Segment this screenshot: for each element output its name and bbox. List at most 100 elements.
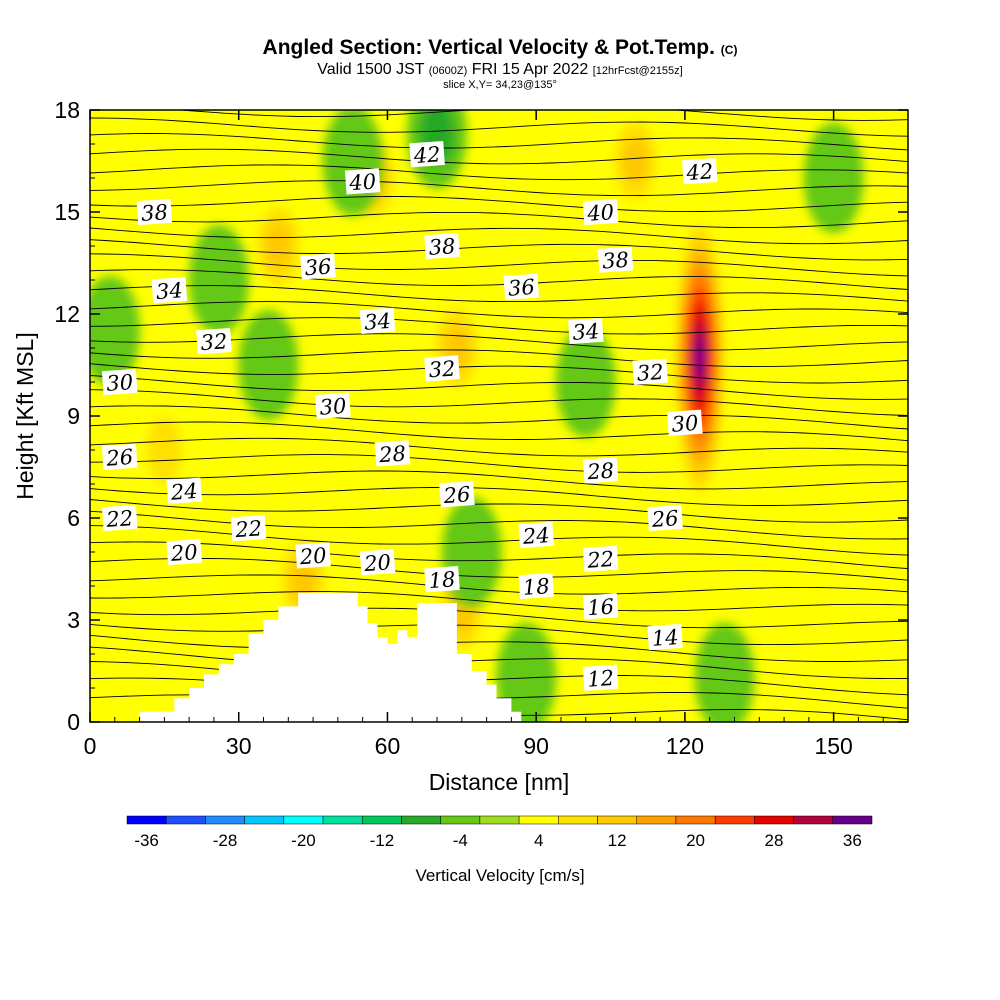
- chart-title-block: Angled Section: Vertical Velocity & Pot.…: [0, 36, 1000, 92]
- theta-label-background: [424, 232, 460, 260]
- theta-contour-line: [90, 646, 908, 680]
- theta-contour-line: [90, 269, 908, 290]
- colorbar-swatch: [165, 815, 206, 825]
- theta-label-text: 26: [650, 506, 679, 532]
- theta-label-42: 42: [409, 141, 445, 168]
- valid-time: Valid 1500 JST (0600Z) FRI 15 Apr 2022 […: [0, 62, 1000, 79]
- colorbar-swatch: [558, 815, 598, 825]
- velocity-band: [146, 417, 183, 483]
- theta-label-16: 16: [582, 593, 619, 620]
- theta-label-28: 28: [582, 457, 619, 484]
- theta-label-background: [374, 440, 411, 467]
- theta-label-text: 26: [442, 482, 471, 508]
- velocity-band: [694, 622, 755, 722]
- plot-background: [90, 110, 908, 722]
- y-tick-label: 6: [67, 505, 80, 531]
- theta-label-34: 34: [151, 277, 188, 304]
- theta-contour-line: [90, 148, 908, 165]
- y-tick-label: 9: [67, 403, 80, 429]
- theta-contour-line: [90, 239, 908, 261]
- theta-contour-line: [90, 363, 908, 384]
- theta-contour-line: [90, 196, 908, 213]
- plot-area: 42 42 40 40 38 38 38 36 36 34 34 34 32 32 32 30 30 30 28 28…: [90, 110, 908, 722]
- velocity-feature-downdraft-14: [90, 276, 140, 386]
- valid-time-text: Valid 1500 JST: [317, 61, 425, 78]
- colorbar-tick-label: 12: [608, 831, 627, 850]
- colorbar-swatch: [518, 815, 559, 825]
- theta-label-background: [582, 664, 619, 691]
- theta-contour-line: [90, 253, 908, 277]
- theta-label-18: 18: [518, 572, 554, 600]
- theta-label-background: [300, 253, 336, 280]
- theta-label-text: 36: [304, 254, 332, 280]
- theta-label-38: 38: [136, 198, 173, 226]
- theta-label-text: 18: [428, 567, 456, 593]
- theta-label-background: [568, 317, 604, 345]
- velocity-feature-downdraft-8: [555, 327, 616, 437]
- theta-label-text: 20: [169, 540, 198, 566]
- theta-label-text: 36: [507, 275, 535, 301]
- theta-label-background: [503, 273, 540, 300]
- velocity-band: [555, 327, 616, 437]
- theta-label-text: 38: [428, 234, 456, 260]
- theta-contour-line: [90, 634, 908, 662]
- x-tick-label: 30: [226, 733, 252, 759]
- theta-label-background: [667, 409, 703, 436]
- velocity-band: [90, 276, 140, 386]
- forecast-info: [12hrFcst@2155z]: [592, 65, 683, 77]
- vertical-velocity-field: [90, 110, 864, 722]
- theta-label-background: [632, 358, 668, 385]
- theta-label-30: 30: [667, 409, 703, 437]
- theta-contour-line: [90, 164, 908, 181]
- copyright-mark: (C): [720, 43, 738, 57]
- y-axis-label: Height [Kft MSL]: [12, 332, 38, 499]
- velocity-band: [803, 123, 864, 233]
- chart-title-text: Angled Section: Vertical Velocity & Pot.…: [262, 36, 715, 59]
- theta-contour-line: [90, 454, 908, 473]
- theta-label-background: [344, 168, 381, 195]
- theta-label-background: [582, 198, 619, 226]
- theta-contour-line: [90, 525, 908, 556]
- theta-label-text: 28: [586, 458, 615, 484]
- theta-label-background: [409, 141, 445, 168]
- velocity-feature-downdraft-9: [694, 622, 755, 722]
- colorbar-swatch: [597, 815, 637, 825]
- theta-label-20: 20: [166, 538, 202, 566]
- theta-label-26: 26: [439, 481, 475, 508]
- x-tick-label: 0: [84, 733, 97, 759]
- theta-label-20: 20: [295, 542, 331, 569]
- theta-label-26: 26: [647, 504, 683, 532]
- colorbar-swatch: [636, 815, 677, 825]
- theta-contour-line: [90, 574, 908, 595]
- theta-label-14: 14: [647, 623, 683, 651]
- theta-label-background: [136, 198, 173, 226]
- colorbar-swatch: [322, 815, 363, 825]
- colorbar-swatch: [126, 815, 167, 825]
- theta-label-background: [359, 549, 396, 576]
- theta-label-32: 32: [424, 355, 460, 382]
- theta-label-text: 34: [155, 278, 183, 304]
- theta-label-text: 38: [140, 200, 168, 226]
- velocity-band: [265, 222, 292, 270]
- colorbar-tick-label: -20: [291, 831, 316, 850]
- theta-label-background: [597, 246, 634, 273]
- theta-contour-line: [90, 349, 908, 368]
- theta-label-text: 32: [428, 356, 456, 382]
- theta-label-12: 12: [582, 664, 619, 692]
- theta-label-22: 22: [582, 545, 619, 573]
- colorbar-swatch: [675, 815, 716, 825]
- theta-contours: [90, 110, 908, 721]
- colorbar-tick-label: -36: [134, 831, 159, 850]
- theta-label-background: [196, 328, 232, 355]
- theta-contour-line: [90, 301, 908, 319]
- theta-label-background: [647, 504, 683, 532]
- theta-label-background: [424, 566, 460, 593]
- velocity-band: [188, 225, 249, 335]
- theta-label-34: 34: [568, 317, 604, 345]
- theta-label-background: [424, 355, 460, 382]
- theta-label-text: 40: [348, 169, 377, 195]
- theta-label-background: [647, 623, 683, 651]
- velocity-feature-updraft-1: [605, 110, 666, 216]
